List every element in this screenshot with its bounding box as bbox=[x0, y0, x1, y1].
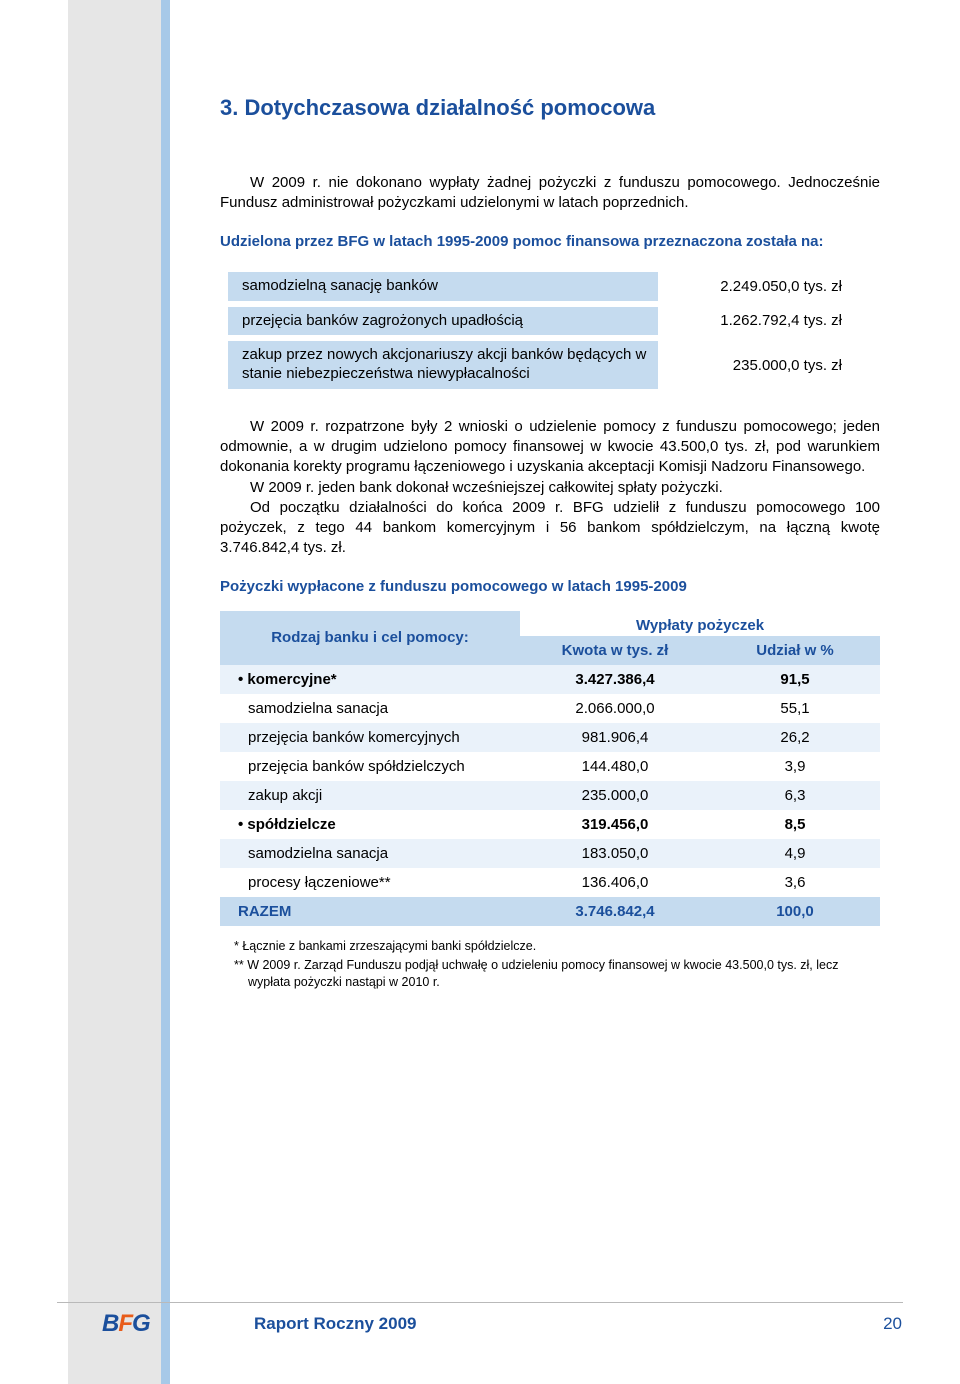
aid-value: 2.249.050,0 tys. zł bbox=[658, 272, 868, 301]
paragraph-2: W 2009 r. rozpatrzone były 2 wnioski o u… bbox=[220, 417, 880, 478]
section-heading: 3. Dotychczasowa działalność pomocowa bbox=[220, 95, 880, 121]
col-header-amount: Kwota w tys. zł bbox=[520, 636, 710, 665]
row-amount: 235.000,0 bbox=[520, 781, 710, 810]
row-label: • spółdzielcze bbox=[220, 810, 520, 839]
row-amount: 2.066.000,0 bbox=[520, 694, 710, 723]
table-row: zakup przez nowych akcjonariuszy akcji b… bbox=[228, 341, 868, 389]
row-amount: 136.406,0 bbox=[520, 868, 710, 897]
table-row: przejęcia banków zagrożonych upadłością … bbox=[228, 307, 868, 336]
row-label: • komercyjne* bbox=[220, 665, 520, 694]
row-amount: 183.050,0 bbox=[520, 839, 710, 868]
row-share: 26,2 bbox=[710, 723, 880, 752]
bfg-logo: BFG bbox=[102, 1310, 150, 1338]
sidebar-gray bbox=[68, 0, 161, 1384]
total-label: RAZEM bbox=[220, 897, 520, 926]
sidebar-blue-stripe bbox=[161, 0, 170, 1384]
aid-allocation-table: samodzielną sanację banków 2.249.050,0 t… bbox=[228, 266, 868, 395]
footer-title: Raport Roczny 2009 bbox=[254, 1314, 417, 1334]
table-total-row: RAZEM3.746.842,4100,0 bbox=[220, 897, 880, 926]
row-amount: 981.906,4 bbox=[520, 723, 710, 752]
para2-text: W 2009 r. rozpatrzone były 2 wnioski o u… bbox=[220, 418, 880, 476]
row-label: zakup akcji bbox=[220, 781, 520, 810]
row-share: 91,5 bbox=[710, 665, 880, 694]
col-header-group: Wypłaty pożyczek bbox=[520, 611, 880, 636]
table-row: • spółdzielcze319.456,08,5 bbox=[220, 810, 880, 839]
table-row: przejęcia banków spółdzielczych144.480,0… bbox=[220, 752, 880, 781]
footnote-1: * Łącznie z bankami zrzeszającymi banki … bbox=[226, 938, 880, 955]
table-row: • komercyjne*3.427.386,491,5 bbox=[220, 665, 880, 694]
row-share: 4,9 bbox=[710, 839, 880, 868]
aid-value: 235.000,0 tys. zł bbox=[658, 341, 868, 389]
row-share: 8,5 bbox=[710, 810, 880, 839]
logo-letter-g: G bbox=[132, 1310, 150, 1337]
logo-letter-b: B bbox=[102, 1310, 118, 1337]
row-share: 55,1 bbox=[710, 694, 880, 723]
page-content: 3. Dotychczasowa działalność pomocowa W … bbox=[220, 95, 880, 992]
page-footer: BFG Raport Roczny 2009 20 bbox=[0, 1312, 960, 1346]
table-row: samodzielna sanacja2.066.000,055,1 bbox=[220, 694, 880, 723]
table-row: procesy łączeniowe**136.406,03,6 bbox=[220, 868, 880, 897]
total-amount: 3.746.842,4 bbox=[520, 897, 710, 926]
aid-label: zakup przez nowych akcjonariuszy akcji b… bbox=[228, 341, 658, 389]
paragraph-intro: W 2009 r. nie dokonano wypłaty żadnej po… bbox=[220, 173, 880, 214]
row-share: 6,3 bbox=[710, 781, 880, 810]
loans-table: Rodzaj banku i cel pomocy: Wypłaty pożyc… bbox=[220, 611, 880, 926]
row-label: samodzielna sanacja bbox=[220, 839, 520, 868]
footnote-2: ** W 2009 r. Zarząd Funduszu podjął uchw… bbox=[226, 957, 880, 991]
subhead-pozyczki: Pożyczki wypłacone z funduszu pomocowego… bbox=[220, 577, 880, 597]
row-label: samodzielna sanacja bbox=[220, 694, 520, 723]
para3-text: W 2009 r. jeden bank dokonał wcześniejsz… bbox=[250, 479, 723, 496]
subhead-pomoc: Udzielona przez BFG w latach 1995-2009 p… bbox=[220, 232, 880, 252]
col-header-share: Udział w % bbox=[710, 636, 880, 665]
loans-header-top: Rodzaj banku i cel pomocy: Wypłaty pożyc… bbox=[220, 611, 880, 636]
row-amount: 144.480,0 bbox=[520, 752, 710, 781]
row-label: przejęcia banków spółdzielczych bbox=[220, 752, 520, 781]
aid-value: 1.262.792,4 tys. zł bbox=[658, 307, 868, 336]
aid-label: samodzielną sanację banków bbox=[228, 272, 658, 301]
footnotes: * Łącznie z bankami zrzeszającymi banki … bbox=[226, 938, 880, 991]
total-share: 100,0 bbox=[710, 897, 880, 926]
row-share: 3,9 bbox=[710, 752, 880, 781]
paragraph-4: Od początku działalności do końca 2009 r… bbox=[220, 498, 880, 559]
table-row: zakup akcji235.000,06,3 bbox=[220, 781, 880, 810]
para1-text: W 2009 r. nie dokonano wypłaty żadnej po… bbox=[220, 174, 880, 211]
aid-label: przejęcia banków zagrożonych upadłością bbox=[228, 307, 658, 336]
para4-text: Od początku działalności do końca 2009 r… bbox=[220, 499, 880, 557]
page-number: 20 bbox=[883, 1314, 902, 1334]
row-share: 3,6 bbox=[710, 868, 880, 897]
paragraph-3: W 2009 r. jeden bank dokonał wcześniejsz… bbox=[220, 478, 880, 498]
row-amount: 319.456,0 bbox=[520, 810, 710, 839]
row-label: przejęcia banków komercyjnych bbox=[220, 723, 520, 752]
footer-rule bbox=[57, 1302, 903, 1303]
table-row: samodzielną sanację banków 2.249.050,0 t… bbox=[228, 272, 868, 301]
logo-letter-f: F bbox=[118, 1310, 132, 1337]
col-header-type: Rodzaj banku i cel pomocy: bbox=[220, 611, 520, 665]
row-label: procesy łączeniowe** bbox=[220, 868, 520, 897]
row-amount: 3.427.386,4 bbox=[520, 665, 710, 694]
table-row: przejęcia banków komercyjnych981.906,426… bbox=[220, 723, 880, 752]
table-row: samodzielna sanacja183.050,04,9 bbox=[220, 839, 880, 868]
